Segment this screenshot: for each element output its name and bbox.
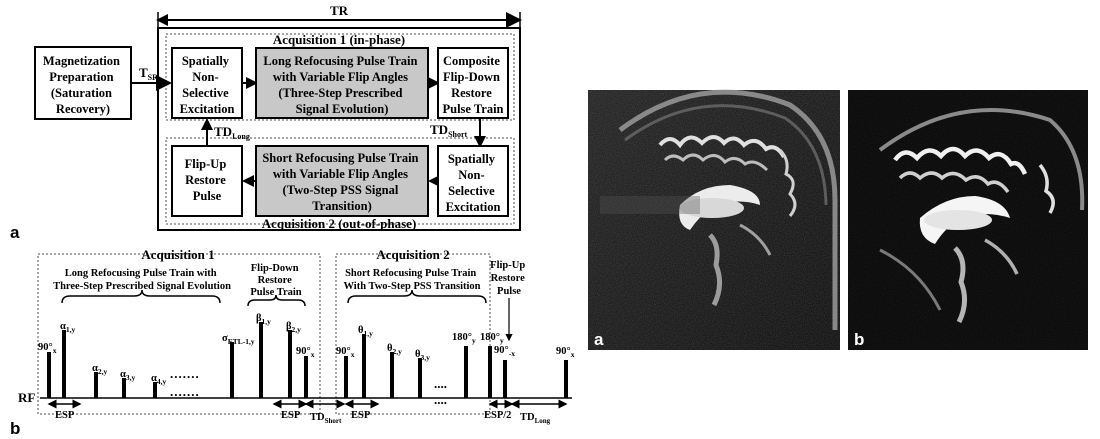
- box-composite: [437, 47, 509, 119]
- rf-pulse-p90x3: [344, 356, 348, 398]
- acq1-title: Acquisition 1 (in-phase): [273, 32, 405, 47]
- box-long-train-text: Long Refocusing Pulse Train with Variabl…: [263, 54, 420, 116]
- rf-label-p180b: 180°y: [480, 332, 504, 345]
- seq-flipdown-caption: Flip-Down Restore Pulse Train: [250, 263, 301, 298]
- rf-label-p90x3: 90°x: [336, 346, 355, 359]
- rf-pulse-sigma: [230, 342, 234, 398]
- td-long-seq-label: TDLong: [520, 412, 551, 425]
- svg-text:.......: .......: [170, 384, 200, 399]
- rf-label-b1: β1,y: [256, 313, 271, 326]
- svg-text:.......: .......: [170, 366, 200, 381]
- rf-pulse-p90x: [47, 352, 51, 398]
- seq-acq1-title: Acquisition 1: [141, 247, 214, 262]
- rf-pulse-b2: [288, 330, 292, 398]
- img-b-label: b: [854, 330, 864, 349]
- box-flipup-text: Flip-Up Restore Pulse: [185, 157, 230, 203]
- seq-flipdown-brace: [247, 294, 306, 307]
- rf-label-p90x2: 90°x: [296, 346, 315, 359]
- seq-acq2-frame: [335, 253, 491, 415]
- rf-pulse-a4: [153, 382, 157, 398]
- esp-label-1: ESP: [55, 410, 75, 421]
- rf-pulse-t2: [390, 352, 394, 398]
- box-flipup: [171, 145, 243, 217]
- rf-label-a1: α1,y: [60, 321, 76, 334]
- img-a-label: a: [594, 330, 604, 349]
- seq-acq2-title: Acquisition 2: [376, 247, 449, 262]
- seq-long-brace: [61, 289, 221, 304]
- seq-long-caption: Long Refocusing Pulse Train with Three-S…: [53, 268, 231, 292]
- mri-image-a: a: [588, 89, 840, 350]
- rf-pulse-b1: [259, 322, 263, 398]
- rf-label-p180a: 180°y: [452, 332, 476, 345]
- rf-pulse-p90x2: [304, 356, 308, 398]
- pulse-sequence: Acquisition 1 Acquisition 2 Long Refocus…: [10, 247, 575, 438]
- mri-image-b: b: [848, 90, 1088, 350]
- box-composite-text: Composite Flip-Down Restore Pulse Train: [442, 54, 503, 116]
- svg-text:....: ....: [434, 376, 447, 391]
- rf-label-p90x: 90°x: [38, 342, 57, 355]
- td-short-label: TDShort: [430, 122, 468, 139]
- box-magnetization-text: Magnetization Preparation (Saturation Re…: [43, 54, 123, 116]
- rf-pulse-a3: [122, 378, 126, 398]
- esp-label-2: ESP: [281, 410, 301, 421]
- panel-b-label: b: [10, 419, 20, 438]
- rf-label: RF: [18, 390, 35, 405]
- box-long-train: [255, 47, 429, 119]
- seq-flipup-caption: Flip-Up Restore Pulse: [490, 260, 528, 297]
- rf-pulse-a1: [62, 330, 66, 398]
- box-snse-1-text: Spatially Non- Selective Excitation: [180, 54, 235, 116]
- rf-pulse-p90x4: [564, 360, 568, 398]
- rf-label-t3: θ3,y: [415, 349, 430, 362]
- rf-label-t2: θ2,y: [387, 343, 402, 356]
- rf-pulse-t1: [362, 334, 366, 398]
- rf-label-p90mx: 90°-x: [494, 345, 515, 358]
- esp-label-3: ESP: [351, 410, 371, 421]
- rf-label-p90x4: 90°x: [556, 346, 575, 359]
- block-diagram: TR Acquisition 1 (in-phase) Acquisition …: [10, 3, 522, 242]
- rf-label-b2: β2,y: [286, 321, 301, 334]
- rf-pulse-p180b: [488, 346, 492, 398]
- rf-label-t1: θ1,y: [358, 325, 373, 338]
- rf-pulse-a2: [94, 372, 98, 398]
- esp2-label: ESP/2: [484, 410, 511, 421]
- td-short-seq-label: TDShort: [310, 412, 342, 425]
- box-snse-2: [437, 145, 509, 217]
- acq2-frame: [165, 137, 515, 225]
- outer-frame: [157, 27, 521, 231]
- panel-a-label: a: [10, 223, 20, 242]
- seq-acq1-frame: [37, 253, 321, 415]
- rf-pulse-p90mx: [503, 360, 507, 398]
- tr-label: TR: [330, 3, 349, 18]
- seq-short-brace: [347, 289, 487, 304]
- box-short-train-text: Short Refocusing Pulse Train with Variab…: [262, 151, 421, 213]
- box-magnetization: [34, 46, 132, 120]
- seq-short-caption: Short Refocusing Pulse Train With Two-St…: [343, 268, 480, 292]
- rf-label-sigma: σETL-1,y: [222, 333, 255, 346]
- tsr-label: TSR: [139, 65, 158, 82]
- td-long-label: TDLong: [214, 124, 250, 141]
- rf-pulse-t3: [418, 358, 422, 398]
- box-snse-2-text: Spatially Non- Selective Excitation: [446, 152, 501, 214]
- svg-text:....: ....: [434, 392, 447, 407]
- acq2-title: Acquisition 2 (out-of-phase): [262, 216, 417, 231]
- rf-label-a4: α4,y: [151, 373, 167, 386]
- rf-label-a3: α3,y: [120, 369, 136, 382]
- rf-label-a2: α2,y: [92, 363, 108, 376]
- rf-pulse-p180a: [464, 346, 468, 398]
